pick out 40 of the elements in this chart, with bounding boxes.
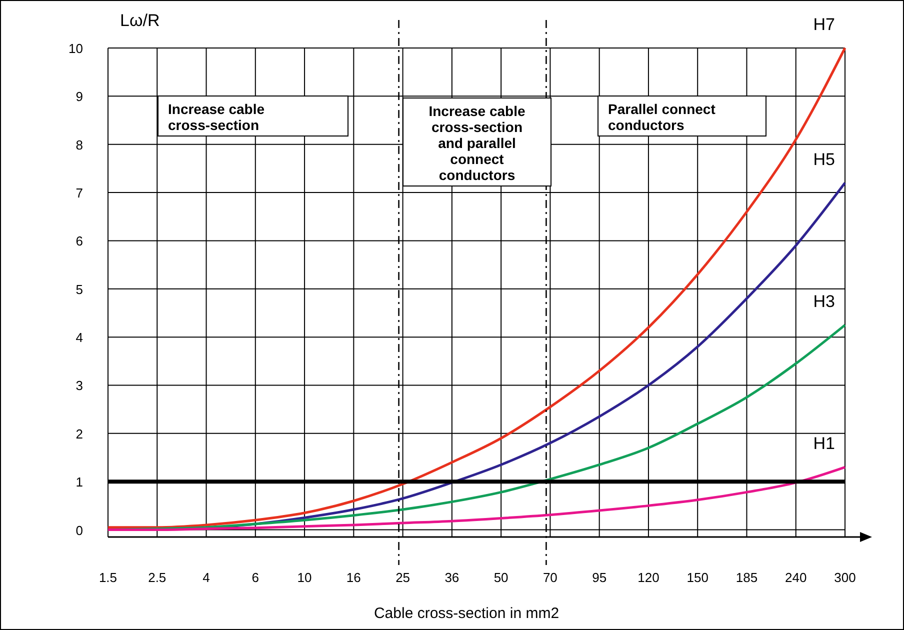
- series-label: H3: [813, 292, 835, 312]
- series-label: H7: [813, 15, 835, 34]
- x-tick-label: 4: [202, 570, 210, 585]
- x-tick-label: 25: [396, 570, 410, 585]
- x-tick-label: 2.5: [148, 570, 166, 585]
- y-tick-label: 9: [76, 89, 83, 104]
- x-tick-label: 300: [834, 570, 856, 585]
- y-tick-label: 7: [76, 186, 83, 201]
- y-tick-label: 1: [76, 474, 83, 490]
- annotation: Parallel connect conductors: [608, 101, 716, 133]
- series-label: H1: [813, 434, 835, 454]
- x-tick-label: 185: [736, 570, 758, 585]
- y-tick-label: 2: [76, 426, 83, 442]
- annotation: Increase cable cross-section and parallel connect conductors: [428, 103, 526, 183]
- text-box: Increase cable cross-section: [158, 96, 348, 136]
- x-tick-label: 6: [252, 570, 260, 585]
- text-box: Parallel connect conductors: [598, 96, 766, 136]
- line-series: [106, 466, 846, 532]
- x-tick-label: 10: [297, 570, 312, 585]
- y-tick-label: 6: [76, 234, 83, 249]
- x-tick-label: 95: [592, 570, 607, 585]
- annotation: Increase cable cross-section: [168, 101, 265, 133]
- x-axis-title: Cable cross-section in mm2: [374, 605, 560, 622]
- x-tick-label: 120: [638, 570, 660, 585]
- y-tick-label: 5: [76, 282, 83, 297]
- y-tick-label: 10: [68, 41, 83, 56]
- x-tick-label: 1.5: [98, 570, 118, 585]
- y-tick-label: 4: [76, 330, 83, 346]
- x-tick-label: 240: [785, 570, 807, 585]
- x-tick-label: 70: [542, 570, 558, 585]
- y-tick-label: 8: [76, 137, 83, 152]
- y-tick-label: 3: [76, 378, 83, 394]
- y-axis-title: Lω/R: [120, 11, 160, 30]
- x-tick-label: 50: [494, 570, 508, 585]
- x-tick-label: 36: [444, 570, 460, 585]
- x-tick-label: 16: [346, 570, 361, 585]
- y-tick-label: 0: [76, 522, 83, 538]
- text-box: Increase cable cross-section and parallel connect conductors: [402, 98, 552, 186]
- series-label: H5: [813, 150, 835, 169]
- x-tick-label: 150: [686, 570, 708, 585]
